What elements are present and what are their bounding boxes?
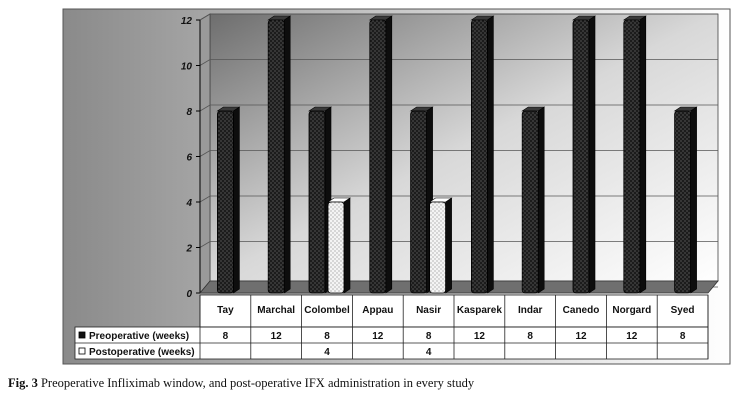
- bar-preoperative: [410, 110, 428, 294]
- category-label: Appau: [362, 305, 393, 316]
- category-label: Nasir: [416, 305, 441, 316]
- data-label: 8: [223, 331, 229, 342]
- y-tick-label: 12: [181, 16, 193, 27]
- figure-caption: Fig. 3 Preoperative Infliximab window, a…: [8, 376, 474, 391]
- bar-preoperative: [308, 110, 326, 294]
- bar-postoperative: [429, 201, 447, 294]
- figure-caption-text: Preoperative Infliximab window, and post…: [40, 376, 475, 390]
- bar-postoperative-side: [445, 197, 452, 294]
- data-label: 8: [680, 331, 686, 342]
- legend-label: Postoperative (weeks): [89, 347, 195, 358]
- bar-preoperative-side: [690, 106, 697, 294]
- bar-preoperative-side: [283, 15, 291, 294]
- bar-preoperative: [369, 19, 387, 294]
- bar-preoperative-side: [385, 15, 393, 294]
- bar-preoperative: [521, 110, 539, 294]
- data-label: 12: [575, 331, 587, 342]
- bar-preoperative: [623, 19, 641, 294]
- gridline: [199, 195, 718, 203]
- gridline: [199, 104, 718, 112]
- legend-swatch: [78, 331, 86, 339]
- figure-label: Fig. 3: [8, 376, 38, 390]
- bar-preoperative-side: [233, 106, 240, 294]
- data-label: 8: [324, 331, 330, 342]
- data-label: 4: [324, 347, 330, 358]
- legend-swatch: [78, 347, 86, 355]
- category-label: Marchal: [257, 305, 295, 316]
- bar-preoperative: [470, 19, 488, 294]
- gridline: [199, 13, 718, 21]
- bar-preoperative: [267, 19, 285, 294]
- category-label: Colombel: [304, 305, 350, 316]
- bar-preoperative: [572, 19, 590, 294]
- data-label: 4: [426, 347, 432, 358]
- gridline: [199, 241, 718, 248]
- category-label: Norgard: [612, 305, 651, 316]
- gridline: [199, 150, 718, 157]
- data-label: 12: [626, 331, 638, 342]
- bar-preoperative-side: [537, 106, 545, 294]
- y-tick-label: 0: [186, 289, 192, 300]
- bar-preoperative-side: [639, 15, 647, 294]
- y-tick-label: 10: [181, 62, 193, 73]
- data-label: 12: [372, 331, 384, 342]
- y-tick-label: 2: [185, 244, 192, 255]
- data-label: 8: [527, 331, 533, 342]
- category-label: Tay: [217, 305, 234, 316]
- data-label: 12: [474, 331, 486, 342]
- bar-postoperative-side: [343, 197, 351, 294]
- bar-preoperative: [674, 110, 691, 294]
- bar-preoperative-side: [588, 15, 596, 294]
- bar-preoperative-side: [487, 15, 494, 294]
- y-tick-label: 6: [186, 153, 192, 164]
- category-label: Kasparek: [457, 305, 502, 316]
- data-label: 12: [271, 331, 283, 342]
- data-label: 8: [426, 331, 432, 342]
- category-label: Canedo: [563, 305, 600, 316]
- legend-label: Preoperative (weeks): [89, 331, 189, 342]
- bar-postoperative: [327, 201, 345, 294]
- bar-preoperative: [216, 110, 234, 294]
- y-tick-label: 4: [185, 198, 192, 209]
- category-label: Syed: [671, 305, 695, 316]
- category-label: Indar: [518, 305, 543, 316]
- y-tick-label: 8: [186, 107, 192, 118]
- gridline: [199, 59, 718, 66]
